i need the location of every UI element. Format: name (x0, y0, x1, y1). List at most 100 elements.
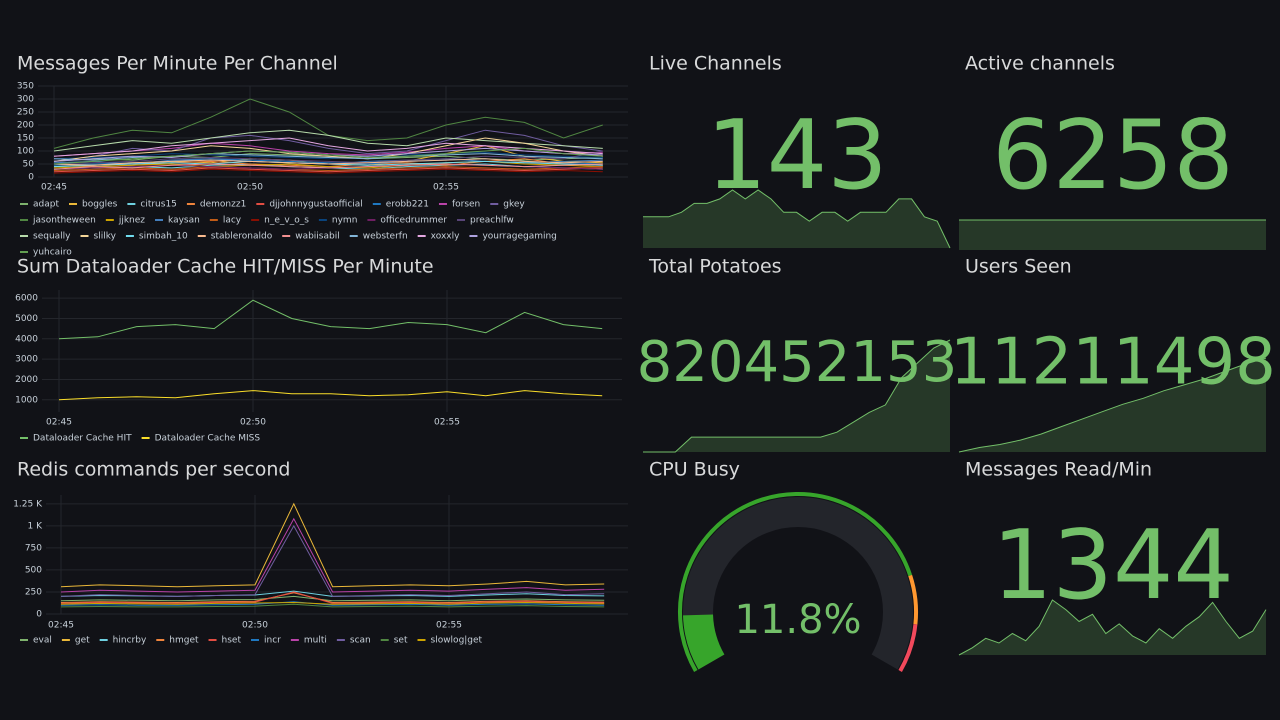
series-line (53, 137, 603, 162)
panel-title: Messages Read/Min (965, 459, 1152, 481)
legend-item: hincrby (99, 636, 147, 646)
y-tick-label: 5000 (15, 314, 38, 324)
sparkline (643, 189, 951, 249)
legend-label: forsen (452, 200, 480, 210)
sparkline-area (643, 340, 950, 452)
legend-label: erobb221 (386, 200, 429, 210)
legend-item: set (380, 636, 408, 646)
legend-label: scan (350, 636, 371, 646)
legend-item: yourragegaming (469, 232, 557, 242)
legend-item: get (61, 636, 90, 646)
y-tick-label: 1000 (15, 395, 38, 405)
series-line (60, 524, 605, 597)
legend-item: wabiisabil (282, 232, 340, 242)
y-tick-label: 750 (25, 543, 42, 553)
gauge-value (683, 613, 725, 670)
series-line (53, 150, 603, 165)
series-line (53, 168, 603, 174)
legend-label: citrus15 (140, 200, 177, 210)
legend-label: wabiisabil (295, 232, 340, 242)
y-tick-label: 4000 (15, 334, 38, 344)
legend-label: adapt (33, 200, 59, 210)
legend-item: Dataloader Cache MISS (141, 434, 261, 444)
series-line (60, 592, 605, 604)
legend-item: adapt (20, 200, 59, 210)
series-line (53, 158, 603, 166)
y-tick-label: 250 (25, 587, 42, 597)
x-tick-label: 02:50 (240, 418, 266, 428)
y-tick-label: 200 (17, 121, 34, 131)
panel-title: Active channels (965, 53, 1115, 75)
y-tick-label: 3000 (15, 355, 38, 365)
series-line (60, 502, 605, 588)
series-line (53, 129, 603, 152)
legend-label: jasontheween (32, 216, 96, 226)
x-tick-label: 02:45 (46, 418, 72, 428)
y-tick-label: 0 (28, 173, 34, 183)
legend-item: hset (208, 636, 242, 646)
y-tick-label: 50 (23, 160, 35, 170)
legend-label: hincrby (113, 636, 147, 646)
series-line (60, 601, 605, 606)
legend-label: hset (222, 636, 242, 646)
series-line (53, 160, 603, 169)
y-tick-label: 250 (17, 108, 34, 118)
legend-item: xoxxly (417, 232, 460, 242)
series-line (53, 163, 603, 170)
series-line (60, 591, 605, 604)
legend-item: citrus15 (127, 200, 177, 210)
legend-item: simbah_10 (125, 232, 188, 242)
legend-label: preachlfw (470, 216, 514, 226)
panel-title: Sum Dataloader Cache HIT/MISS Per Minute (17, 256, 434, 278)
x-tick-label: 02:45 (41, 183, 67, 193)
legend-label: djjohnnygustaofficial (269, 200, 362, 210)
series-line (53, 166, 603, 172)
y-tick-label: 1 K (28, 521, 44, 531)
legend-item: officedrummer (367, 216, 447, 226)
stat-value: 11211498 (950, 326, 1276, 400)
legend-item: slilky (80, 232, 117, 242)
y-tick-label: 6000 (15, 294, 38, 304)
x-tick-label: 02:45 (48, 621, 74, 631)
legend-item: multi (290, 636, 327, 646)
series-line (53, 137, 603, 157)
legend-item: jjknez (105, 216, 145, 226)
stat-value: 1344 (992, 511, 1234, 621)
series-line (60, 601, 605, 605)
legend-item: websterfn (349, 232, 408, 242)
panel-title: Total Potatoes (648, 256, 782, 278)
legend-item: slowlog|get (417, 636, 483, 646)
stat-value: 143 (706, 101, 887, 211)
legend-item: hmget (156, 636, 199, 646)
sparkline-area (959, 220, 1266, 250)
legend-label: Dataloader Cache HIT (33, 434, 132, 444)
panel-title: CPU Busy (649, 459, 740, 481)
y-tick-label: 100 (17, 147, 34, 157)
legend-label: set (394, 636, 408, 646)
legend-label: yourragegaming (482, 232, 556, 242)
legend-label: slowlog|get (431, 636, 483, 646)
legend-label: Dataloader Cache MISS (155, 434, 261, 444)
series-line (60, 517, 605, 593)
legend-item: djjohnnygustaofficial (256, 200, 363, 210)
legend-label: slilky (94, 232, 117, 242)
legend-label: jjknez (118, 216, 145, 226)
threshold-band (677, 492, 913, 672)
legend-item: kaysan (155, 216, 200, 226)
threshold-band (908, 574, 918, 625)
legend-label: nymn (332, 216, 358, 226)
legend-item: eval (20, 636, 52, 646)
legend-item: jasontheween (20, 216, 96, 226)
x-tick-label: 02:50 (237, 183, 263, 193)
sparkline-area (959, 358, 1266, 452)
y-tick-label: 350 (17, 82, 34, 92)
legend-label: n_e_v_o_s (264, 216, 309, 226)
legend-item: incr (251, 636, 281, 646)
gauge-label: 11.8% (734, 597, 861, 643)
y-tick-label: 300 (17, 95, 34, 105)
legend-label: xoxxly (431, 232, 460, 242)
legend-item: boggles (69, 200, 118, 210)
x-tick-label: 02:55 (436, 621, 462, 631)
legend-label: sequally (33, 232, 71, 242)
y-tick-label: 150 (17, 134, 34, 144)
